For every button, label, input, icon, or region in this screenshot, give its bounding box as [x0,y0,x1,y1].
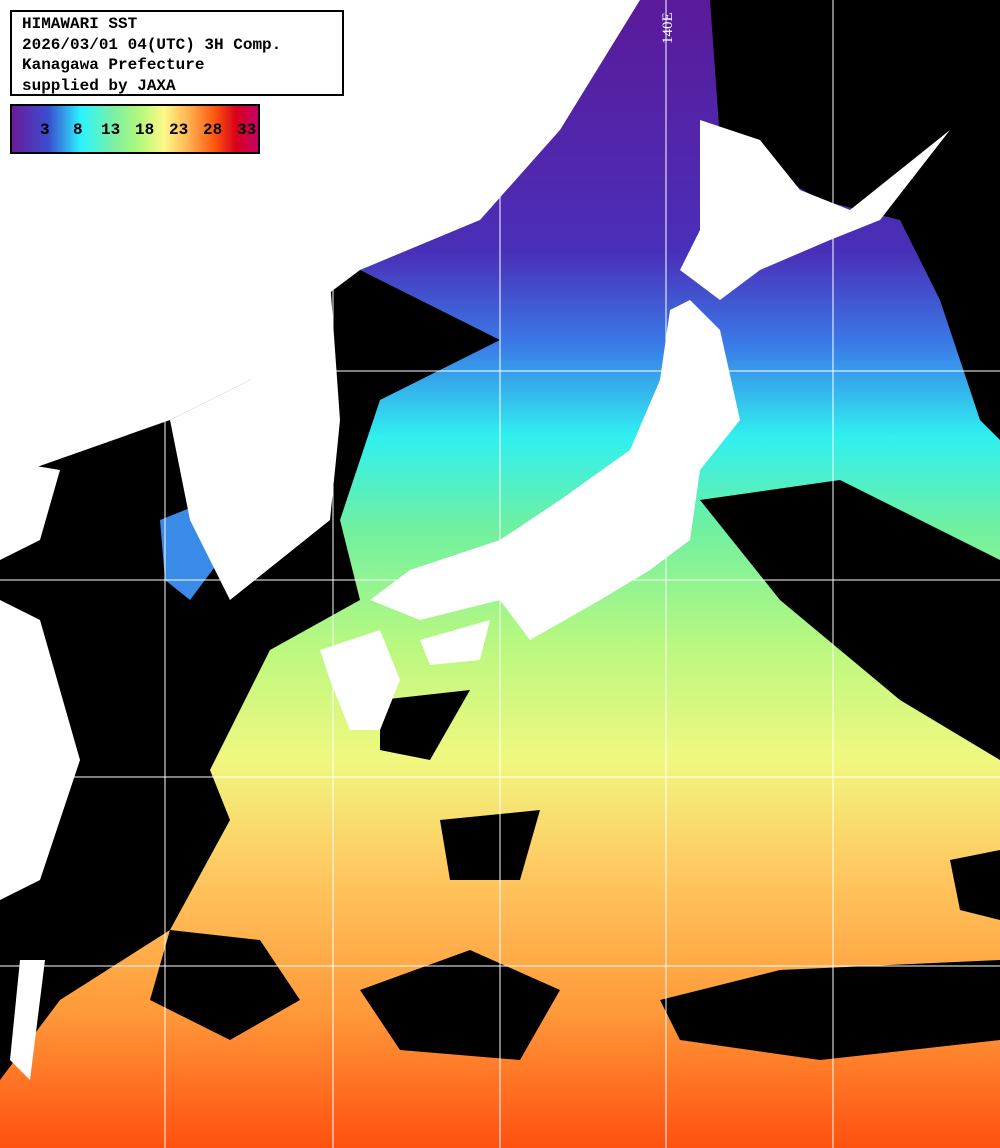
title-line-datetime: 2026/03/01 04(UTC) 3H Comp. [22,35,282,54]
title-line-product: HIMAWARI SST [22,15,138,33]
legend-tick: 33 [237,121,257,139]
title-box: HIMAWARI SST 2026/03/01 04(UTC) 3H Comp.… [10,10,344,96]
lon-label-140e: 140E [660,12,676,44]
lat-label-30n: 30N [14,759,40,775]
title-line-region: Kanagawa Prefecture [22,56,205,74]
legend-tick: 18 [135,121,155,139]
land-honshu [370,300,740,640]
land-korea [170,280,340,600]
land-hokkaido [680,120,950,300]
legend-tick: 23 [169,121,189,139]
legend-tick: 8 [73,121,83,139]
legend-tick: 13 [101,121,121,139]
temperature-color-legend: 3 8 13 18 23 28 33 [10,104,260,154]
land-kyushu [320,630,400,730]
land-shikoku [420,620,490,665]
title-line-credit: supplied by JAXA [22,76,176,95]
lat-label-40n: 40N [14,352,40,368]
legend-tick: 3 [40,121,50,139]
cloud-masks [150,480,1000,1060]
land-china-coast [0,460,80,900]
land-taiwan [10,960,45,1080]
legend-tick: 28 [203,121,223,139]
